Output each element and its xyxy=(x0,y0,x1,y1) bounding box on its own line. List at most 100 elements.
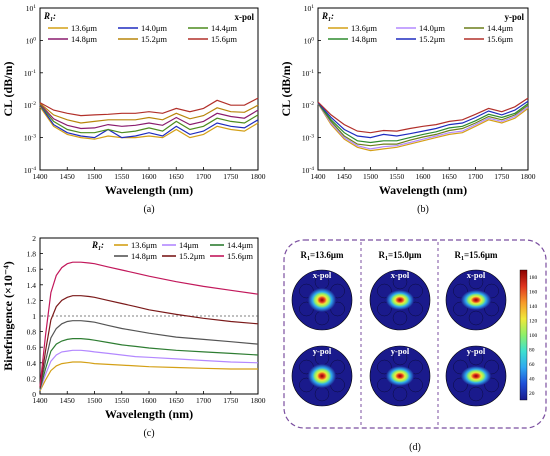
x-axis-label: Wavelength (nm) xyxy=(105,183,193,197)
cladding-tube xyxy=(377,283,392,299)
colorbar-tick-label: 160 xyxy=(529,290,538,296)
legend-entry-2: 14μm xyxy=(179,240,199,250)
y-tick-label: 1.6 xyxy=(27,265,37,274)
cladding-tube xyxy=(484,359,499,375)
x-tick-label: 1800 xyxy=(251,396,266,405)
panel-label: (c) xyxy=(143,428,154,439)
cladding-tube xyxy=(468,274,484,290)
y-tick-label: 0.8 xyxy=(27,328,37,337)
colorbar-tick-label: 20 xyxy=(529,391,535,397)
legend-entry-5: 15.2μm xyxy=(141,34,167,44)
polarization-label: x-pol xyxy=(234,12,254,22)
x-tick-label: 1550 xyxy=(114,172,129,181)
y-tick-label: 0.2 xyxy=(27,374,37,383)
cladding-tube xyxy=(392,310,408,326)
x-tick-label: 1750 xyxy=(494,172,509,181)
colorbar-tick-label: 140 xyxy=(529,304,538,310)
series-line-3 xyxy=(39,338,259,390)
column-title-1: R1=13.6μm xyxy=(301,250,344,262)
mode-field-spot xyxy=(308,364,336,388)
legend-entry-4: 14.8μm xyxy=(131,251,157,261)
cladding-tube xyxy=(453,377,468,393)
y-tick-label: 10-3 xyxy=(24,134,36,143)
series-line-5 xyxy=(39,102,259,124)
panel-d-mode-fields: R1=13.6μm x-pol y-pol R1=15.0μm x-pol y-pol R1… xyxy=(283,239,547,453)
colorbar-tick-label: 60 xyxy=(529,362,535,368)
panel-a-chart: 1400 1450 1500 1550 1600 1650 1700 1750 1800 10-4… xyxy=(1,4,266,215)
legend-title: R1: xyxy=(91,240,104,252)
cladding-tube xyxy=(408,377,423,393)
polarization-tag: x-pol xyxy=(391,270,410,280)
polarization-tag: y-pol xyxy=(467,346,486,356)
legend-entry-1: 13.6μm xyxy=(71,23,97,33)
series-line-4 xyxy=(317,102,529,144)
x-tick-label: 1500 xyxy=(87,396,102,405)
legend-entry-1: 13.6μm xyxy=(351,23,377,33)
x-tick-label: 1700 xyxy=(468,172,483,181)
y-tick-label: 100 xyxy=(304,36,315,45)
series-line-3 xyxy=(39,104,259,134)
x-tick-label: 1800 xyxy=(521,172,536,181)
y-tick-label: 0.4 xyxy=(27,359,37,368)
y-tick-label: 1 xyxy=(32,312,36,321)
colorbar-tick-label: 40 xyxy=(529,376,535,382)
cladding-tube xyxy=(392,386,408,402)
cladding-tube xyxy=(392,350,408,366)
cladding-tube xyxy=(377,377,392,393)
x-tick-label: 1800 xyxy=(251,172,266,181)
y-tick-label: 101 xyxy=(26,4,37,13)
cladding-tube xyxy=(484,301,499,317)
x-tick-label: 1600 xyxy=(142,396,157,405)
polarization-tag: y-pol xyxy=(391,346,410,356)
cladding-tube xyxy=(468,350,484,366)
legend-entry-6: 15.6μm xyxy=(227,251,253,261)
y-tick-label: 1.4 xyxy=(27,281,37,290)
legend-entry-3: 14.4μm xyxy=(227,240,253,250)
x-tick-label: 1600 xyxy=(416,172,431,181)
legend-title: R1: xyxy=(321,11,334,23)
mode-field-spot xyxy=(386,366,414,386)
legend-entry-6: 15.6μm xyxy=(487,34,513,44)
x-tick-label: 1400 xyxy=(311,172,326,181)
cladding-tube xyxy=(453,283,468,299)
cladding-tube xyxy=(484,377,499,393)
series-line-6 xyxy=(39,261,259,387)
cladding-tube xyxy=(468,310,484,326)
cladding-tube xyxy=(408,283,423,299)
x-tick-label: 1650 xyxy=(169,172,184,181)
panel-c-chart: 1400 1450 1500 1550 1600 1650 1700 1750 1800 0 0.2… xyxy=(1,234,266,439)
series-line-6 xyxy=(39,97,259,117)
y-tick-label: 10-1 xyxy=(302,69,314,78)
y-tick-label: 1.2 xyxy=(27,296,37,305)
x-tick-label: 1400 xyxy=(33,396,48,405)
column-title-3: R1=15.6μm xyxy=(455,250,498,262)
series-line-2 xyxy=(39,104,259,139)
y-tick-label: 10-2 xyxy=(302,101,314,110)
y-tick-label: 10-2 xyxy=(24,101,36,110)
legend-entry-3: 14.4μm xyxy=(487,23,513,33)
legend-entry-6: 15.6μm xyxy=(211,34,237,44)
x-tick-label: 1600 xyxy=(142,172,157,181)
y-axis-label: Birefringence (×10⁻⁴) xyxy=(1,261,15,371)
y-tick-label: 10-4 xyxy=(24,166,36,175)
legend-entry-5: 15.2μm xyxy=(179,251,205,261)
panel-label: (b) xyxy=(417,204,429,215)
mode-field-spot xyxy=(461,366,491,386)
cladding-tube xyxy=(377,301,392,317)
x-tick-label: 1650 xyxy=(442,172,457,181)
x-tick-label: 1700 xyxy=(196,396,211,405)
mode-field-spot xyxy=(461,290,491,310)
cladding-tube xyxy=(408,359,423,375)
series-line-2 xyxy=(317,103,529,150)
x-tick-label: 1400 xyxy=(33,172,48,181)
y-axis-label: CL (dB/m) xyxy=(279,61,293,116)
legend-entry-4: 14.8μm xyxy=(351,34,377,44)
series-line-2 xyxy=(39,349,259,391)
cladding-tube xyxy=(408,301,423,317)
x-tick-label: 1550 xyxy=(114,396,129,405)
polarization-tag: y-pol xyxy=(313,346,332,356)
panel-label: (a) xyxy=(143,204,154,215)
cladding-tube xyxy=(453,301,468,317)
legend-entry-2: 14.0μm xyxy=(419,23,445,33)
